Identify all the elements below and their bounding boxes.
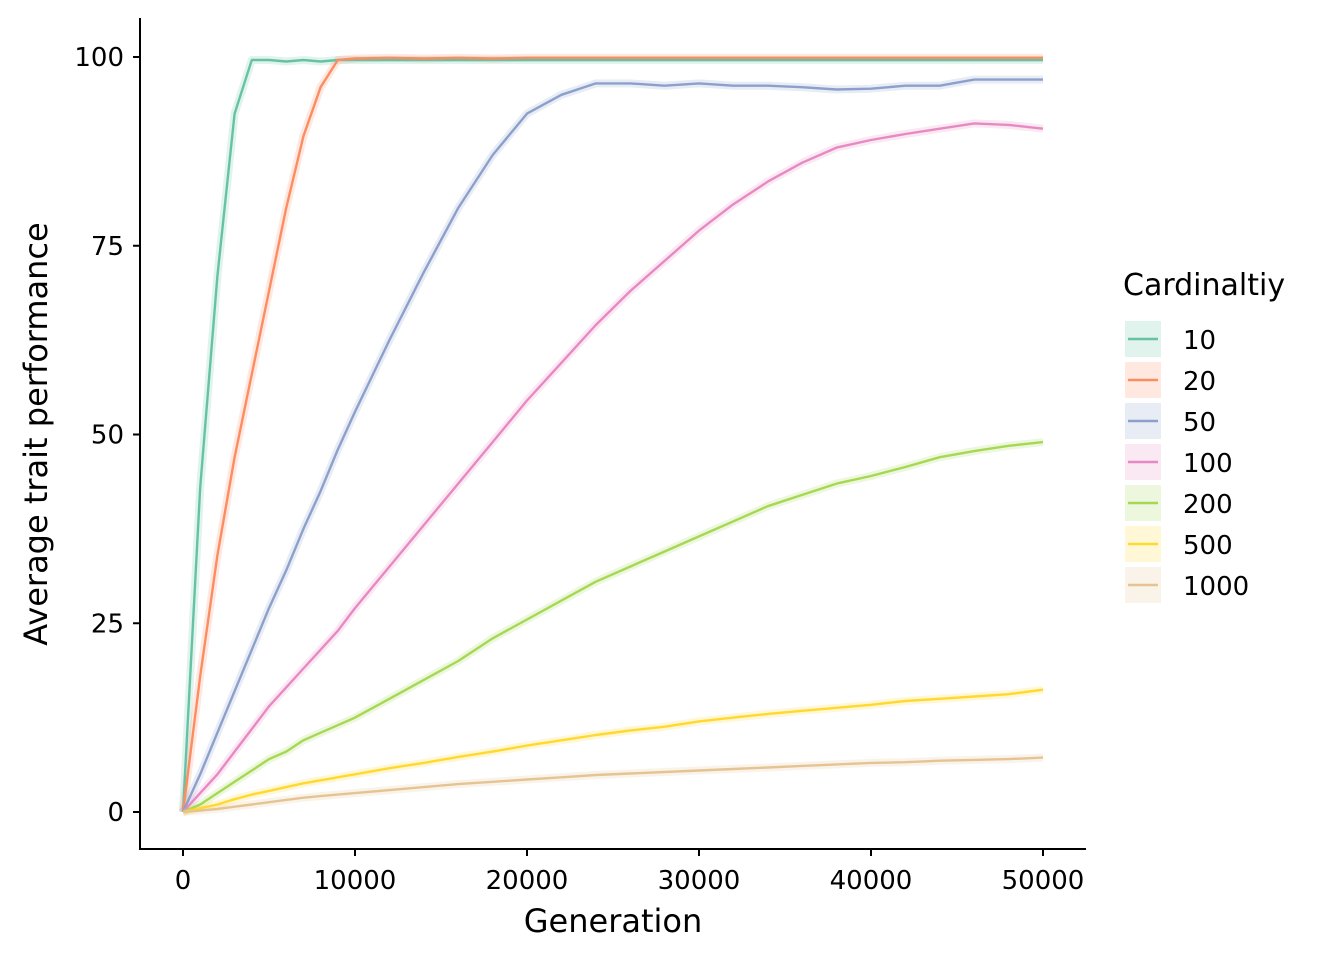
legend-item-500: 500 xyxy=(1125,526,1233,562)
x-tick-label: 40000 xyxy=(830,866,913,896)
y-axis-title: Average trait performance xyxy=(17,222,55,645)
series-1000-line xyxy=(182,756,1044,814)
y-tick-label: 25 xyxy=(91,609,124,639)
legend-item-50: 50 xyxy=(1125,403,1216,439)
legend-label: 100 xyxy=(1183,449,1233,479)
x-tick-label: 50000 xyxy=(1002,866,1085,896)
legend-item-200: 200 xyxy=(1125,485,1233,521)
legend: 10 20 50 100 200 500 1000 xyxy=(1125,321,1249,603)
x-tick-label: 0 xyxy=(175,866,192,896)
legend-label: 200 xyxy=(1183,490,1233,520)
legend-label: 10 xyxy=(1183,326,1216,356)
x-tick-label: 20000 xyxy=(486,866,569,896)
series-20-line xyxy=(181,56,1043,813)
x-ticks: 0 10000 20000 30000 40000 50000 xyxy=(175,849,1085,896)
y-tick-label: 0 xyxy=(107,798,124,828)
legend-item-20: 20 xyxy=(1125,362,1216,398)
x-axis-title: Generation xyxy=(524,902,703,940)
legend-item-10: 10 xyxy=(1125,321,1216,357)
series-200-line xyxy=(182,440,1044,814)
series-100-line xyxy=(182,122,1044,813)
series-10-line xyxy=(181,58,1043,813)
series-50-line xyxy=(181,78,1043,813)
legend-label: 1000 xyxy=(1183,572,1249,602)
x-tick-label: 10000 xyxy=(314,866,397,896)
series-lines xyxy=(181,56,1044,814)
legend-label: 500 xyxy=(1183,531,1233,561)
legend-title: Cardinaltiy xyxy=(1123,268,1285,303)
legend-label: 50 xyxy=(1183,408,1216,438)
series-500-line xyxy=(182,688,1044,814)
series-200-band xyxy=(181,438,1044,816)
legend-item-1000: 1000 xyxy=(1125,567,1249,603)
y-tick-label: 100 xyxy=(74,43,124,73)
y-tick-label: 50 xyxy=(91,421,124,451)
y-ticks: 0 25 50 75 100 xyxy=(74,43,140,828)
confidence-bands xyxy=(179,53,1044,816)
legend-item-100: 100 xyxy=(1125,444,1233,480)
y-tick-label: 75 xyxy=(91,232,124,262)
legend-label: 20 xyxy=(1183,367,1216,397)
x-tick-label: 30000 xyxy=(658,866,741,896)
